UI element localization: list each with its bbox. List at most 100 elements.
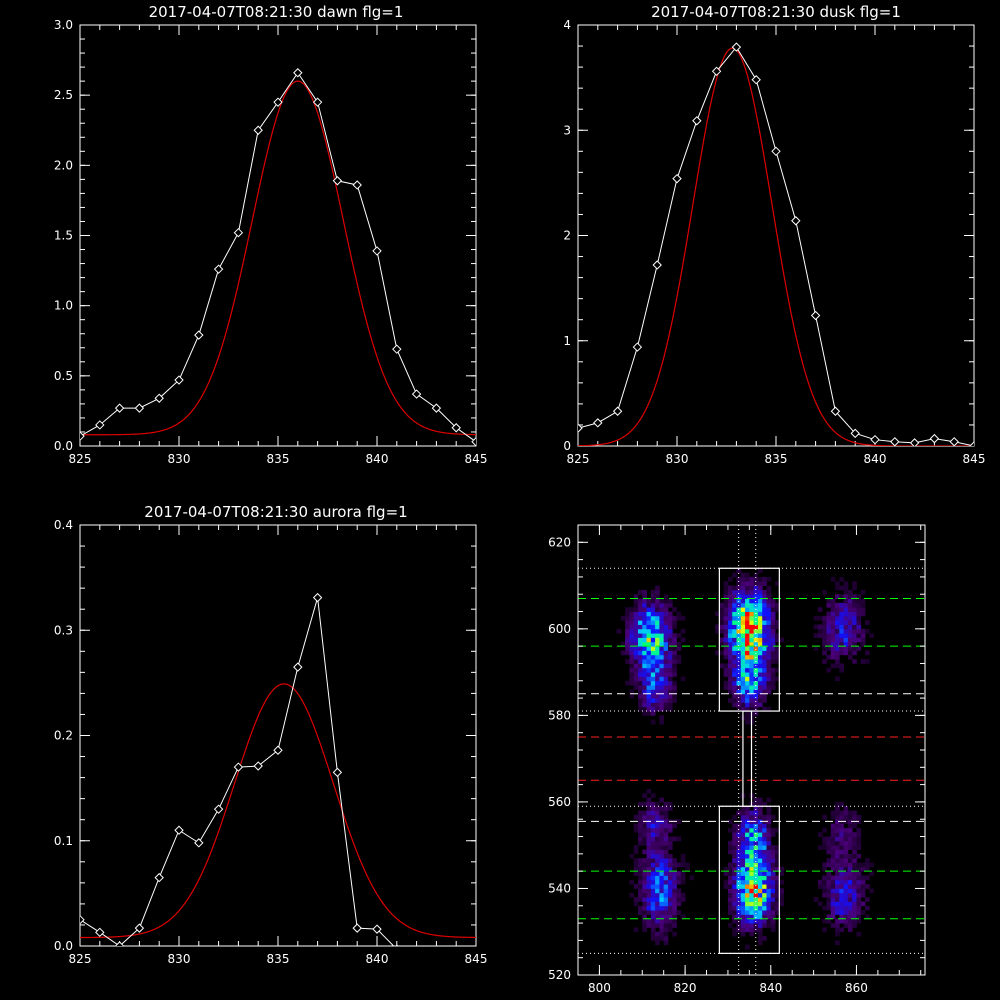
intensity-pixel — [727, 849, 733, 855]
intensity-pixel — [762, 905, 767, 911]
intensity-pixel — [723, 879, 729, 885]
intensity-pixel — [847, 823, 853, 829]
data-point-marker — [632, 342, 643, 352]
intensity-pixel — [646, 680, 652, 686]
intensity-pixel — [775, 858, 780, 863]
intensity-pixel — [727, 611, 733, 617]
intensity-pixel — [740, 840, 746, 846]
intensity-pixel — [637, 836, 643, 842]
intensity-pixel — [775, 676, 780, 682]
intensity-pixel — [835, 927, 840, 933]
intensity-pixel — [766, 892, 772, 898]
intensity-pixel — [659, 866, 665, 872]
intensity-pixel — [757, 685, 763, 690]
intensity-pixel — [663, 858, 669, 863]
intensity-pixel — [650, 607, 656, 612]
intensity-pixel — [865, 650, 870, 656]
intensity-pixel — [749, 680, 755, 686]
intensity-pixel — [672, 667, 677, 673]
intensity-pixel — [839, 871, 844, 876]
intensity-pixel — [830, 914, 836, 920]
data-point-marker — [273, 97, 283, 107]
intensity-pixel — [770, 607, 776, 612]
intensity-pixel — [835, 801, 840, 807]
intensity-pixel — [719, 620, 725, 625]
intensity-pixel — [753, 853, 759, 859]
intensity-pixel — [770, 654, 776, 660]
intensity-pixel — [650, 871, 656, 876]
intensity-pixel — [667, 598, 673, 604]
intensity-pixel — [663, 598, 669, 604]
intensity-pixel — [843, 875, 849, 881]
intensity-pixel — [646, 879, 652, 885]
intensity-pixel — [775, 866, 780, 872]
intensity-pixel — [753, 862, 759, 868]
data-point-marker — [174, 375, 184, 385]
intensity-pixel — [723, 615, 729, 621]
intensity-pixel — [633, 659, 639, 664]
intensity-pixel — [852, 892, 857, 898]
intensity-pixel — [723, 672, 729, 677]
intensity-pixel — [813, 624, 819, 630]
intensity-pixel — [719, 641, 725, 647]
intensity-pixel — [650, 719, 656, 725]
data-point-marker — [80, 914, 85, 925]
intensity-pixel — [723, 884, 729, 889]
intensity-pixel — [672, 646, 677, 651]
intensity-pixel — [835, 650, 840, 656]
intensity-pixel — [672, 858, 677, 863]
intensity-pixel — [727, 589, 733, 595]
intensity-pixel — [655, 875, 660, 881]
intensity-pixel — [646, 615, 652, 621]
intensity-pixel — [629, 672, 635, 677]
intensity-pixel — [762, 706, 767, 712]
intensity-pixel — [667, 806, 673, 811]
intensity-pixel — [667, 840, 673, 846]
intensity-pixel — [830, 905, 836, 911]
intensity-pixel — [642, 693, 647, 699]
intensity-pixel — [775, 667, 780, 673]
intensity-pixel — [672, 823, 677, 829]
intensity-pixel — [856, 931, 862, 937]
intensity-pixel — [826, 862, 832, 868]
intensity-pixel — [732, 901, 737, 907]
intensity-pixel — [633, 849, 639, 855]
intensity-pixel — [839, 914, 844, 920]
intensity-pixel — [757, 936, 763, 941]
intensity-pixel — [672, 918, 677, 924]
y-tick-label: 0.3 — [54, 623, 73, 637]
intensity-pixel — [847, 858, 853, 863]
intensity-pixel — [826, 637, 832, 643]
intensity-pixel — [740, 576, 746, 582]
intensity-pixel — [835, 659, 840, 664]
intensity-pixel — [839, 607, 844, 612]
intensity-pixel — [826, 598, 832, 604]
intensity-pixel — [835, 611, 840, 617]
intensity-pixel — [642, 711, 647, 716]
intensity-pixel — [629, 611, 635, 617]
intensity-pixel — [762, 888, 767, 894]
intensity-pixel — [757, 832, 763, 837]
intensity-pixel — [736, 901, 742, 907]
intensity-pixel — [766, 923, 772, 928]
intensity-pixel — [732, 585, 737, 591]
intensity-pixel — [663, 637, 669, 643]
intensity-pixel — [680, 628, 686, 634]
intensity-pixel — [749, 871, 755, 876]
intensity-pixel — [676, 892, 682, 898]
intensity-pixel — [839, 888, 844, 894]
intensity-pixel — [762, 576, 767, 582]
intensity-pixel — [762, 866, 767, 872]
intensity-pixel — [637, 685, 643, 690]
intensity-pixel — [749, 615, 755, 621]
intensity-pixel — [650, 589, 656, 595]
intensity-pixel — [826, 836, 832, 842]
intensity-pixel — [663, 918, 669, 924]
intensity-pixel — [732, 853, 737, 859]
intensity-pixel — [766, 633, 772, 638]
intensity-pixel — [749, 879, 755, 885]
data-point-marker — [692, 116, 702, 126]
y-tick-label: 2 — [563, 229, 571, 243]
intensity-pixel — [757, 875, 763, 881]
intensity-pixel — [642, 897, 647, 902]
